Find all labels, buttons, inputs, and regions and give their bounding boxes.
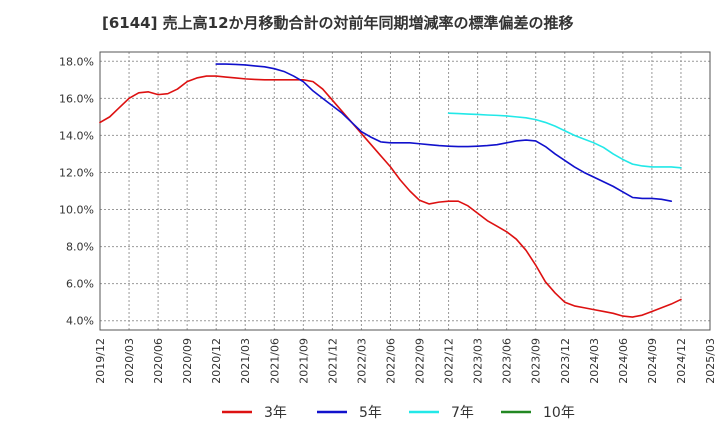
x-tick-label: 2022/09 xyxy=(414,338,427,384)
legend: 3年 5年 7年 10年 xyxy=(222,405,575,421)
y-tick-label: 6.0% xyxy=(66,278,94,291)
x-tick-label: 2021/12 xyxy=(326,338,339,384)
x-tick-label: 2020/03 xyxy=(123,338,136,384)
x-tick-label: 2024/12 xyxy=(675,338,688,384)
y-tick-label: 8.0% xyxy=(66,241,94,254)
x-tick-label: 2024/09 xyxy=(646,338,659,384)
x-tick-label: 2020/09 xyxy=(181,338,194,384)
x-tick-label: 2025/03 xyxy=(704,338,717,384)
x-tick-label: 2024/03 xyxy=(588,338,601,384)
y-tick-label: 16.0% xyxy=(59,92,94,105)
x-tick-label: 2024/06 xyxy=(617,338,630,384)
y-tick-label: 18.0% xyxy=(59,55,94,68)
x-axis-ticks: 2019/12 2020/03 2020/06 2020/09 2020/12 2021/… xyxy=(94,338,717,384)
y-tick-label: 14.0% xyxy=(59,129,94,142)
x-tick-label: 2022/06 xyxy=(384,338,397,384)
legend-label: 10年 xyxy=(543,405,575,421)
grid-layer xyxy=(100,52,710,330)
series-layer xyxy=(99,63,682,318)
y-tick-label: 4.0% xyxy=(66,315,94,328)
x-tick-label: 2020/12 xyxy=(210,338,223,384)
x-tick-label: 2023/06 xyxy=(501,338,514,384)
x-tick-label: 2023/03 xyxy=(472,338,485,384)
x-tick-label: 2019/12 xyxy=(94,338,107,384)
series-line-3 xyxy=(447,112,682,169)
x-tick-label: 2022/12 xyxy=(443,338,456,384)
series-line-2 xyxy=(215,63,673,202)
x-tick-label: 2023/12 xyxy=(559,338,572,384)
x-tick-label: 2021/06 xyxy=(268,338,281,384)
y-axis-ticks: 4.0% 6.0% 8.0% 10.0% 12.0% 14.0% 16.0% 18.0% xyxy=(59,55,94,327)
y-tick-label: 10.0% xyxy=(59,204,94,217)
x-tick-label: 2021/09 xyxy=(297,338,310,384)
plot-frame xyxy=(99,51,711,331)
x-tick-label: 2022/03 xyxy=(355,338,368,384)
chart-title: [6144] 売上高12か月移動合計の対前年同期増減率の標準偏差の推移 xyxy=(102,14,574,32)
series-line-1 xyxy=(99,75,682,318)
x-tick-label: 2023/09 xyxy=(530,338,543,384)
legend-label: 3年 xyxy=(264,405,287,421)
x-tick-label: 2021/03 xyxy=(239,338,252,384)
x-tick-label: 2020/06 xyxy=(152,338,165,384)
legend-label: 5年 xyxy=(359,405,382,421)
legend-label: 7年 xyxy=(451,405,474,421)
y-tick-label: 12.0% xyxy=(59,166,94,179)
